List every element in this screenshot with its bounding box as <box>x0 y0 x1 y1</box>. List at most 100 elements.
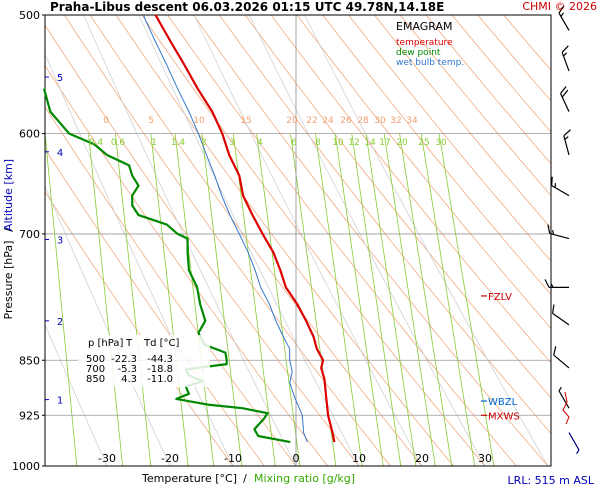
wind-barb-half <box>576 449 580 454</box>
mixing-ratio-line <box>150 133 189 466</box>
temperature-tick-label: 10 <box>352 452 366 465</box>
y-axis-label-pressure: Pressure [hPa] <box>2 241 15 320</box>
dry-adiabat-line <box>45 106 297 466</box>
wind-barb <box>552 304 570 326</box>
dry-adiabat-line <box>348 15 551 262</box>
wind-barb <box>560 86 570 112</box>
wind-barb-staff <box>561 52 570 72</box>
wind-barb <box>563 129 571 156</box>
mixing-ratio-label: 4 <box>257 138 263 148</box>
dry-adiabat-line <box>399 15 551 197</box>
dry-adiabat-label: 26 <box>340 116 352 126</box>
mixing-ratio-line <box>351 133 402 466</box>
wind-barb <box>558 5 570 31</box>
altitude-tick-label: 2 <box>57 317 63 328</box>
data-table-background <box>78 335 210 387</box>
dry-adiabat-line <box>244 15 551 399</box>
dew-point-line <box>42 88 291 444</box>
temperature-tick-label: 20 <box>415 452 429 465</box>
mixing-ratio-line <box>88 133 123 466</box>
wind-barb-staff <box>552 312 570 326</box>
wind-barb-flag <box>553 346 557 356</box>
wind-barb <box>547 224 570 240</box>
temperature-tick-label: 30 <box>478 452 492 465</box>
dry-adiabat-line <box>270 15 551 364</box>
grid-layer <box>45 15 551 466</box>
wind-barb-staff <box>558 12 570 31</box>
dry-adiabat-line <box>218 15 551 434</box>
dry-adiabat-line <box>89 15 423 466</box>
temperature-tick-label: 0 <box>293 452 300 465</box>
y-axis-label: Pressure [hPa] / Altitude [km] <box>2 159 15 320</box>
text-layer: Praha-Libus descent 06.03.2026 01:15 UTC… <box>2 0 597 487</box>
wind-barb-staff <box>553 354 570 369</box>
pressure-tick-label: 1000 <box>12 460 40 473</box>
dry-adiabat-label: 22 <box>306 116 317 126</box>
mixing-ratio-label: 20 <box>396 138 408 148</box>
wind-barb-flag <box>551 176 553 186</box>
dry-adiabat-label: 34 <box>406 116 418 126</box>
lrl-label: LRL: 515 m ASL <box>508 474 595 487</box>
temperature-line <box>154 14 336 443</box>
mixing-ratio-line <box>399 133 453 466</box>
moist-adiabat-line <box>45 323 108 466</box>
dry-adiabat-line <box>63 15 391 466</box>
level-marker-label: WBZL <box>488 397 518 408</box>
table-cell: 850 <box>86 374 105 385</box>
mixing-ratio-label: 0.6 <box>111 138 126 148</box>
dry-adiabat-label: 10 <box>193 116 205 126</box>
mixing-ratio-line <box>365 133 417 466</box>
data-table: p [hPa] T Td [°C] 500 -22.3 -44.3 700 -5… <box>78 335 210 387</box>
legend-dew-point: dew point <box>396 48 441 58</box>
table-cell: 4.3 <box>121 374 137 385</box>
mixing-ratio-label: 30 <box>435 138 447 148</box>
wind-barb <box>568 432 580 454</box>
mixing-ratio-label: 2 <box>201 138 207 148</box>
table-cell: -5.3 <box>117 364 137 375</box>
level-marker-label: MXWS <box>488 411 520 422</box>
pressure-tick-label: 500 <box>19 9 40 22</box>
x-axis-label-temperature: Temperature [°C] <box>141 472 237 485</box>
table-header-td: Td [°C] <box>143 338 180 349</box>
frame-layer <box>44 14 552 467</box>
mixing-ratio-label: 10 <box>332 138 344 148</box>
altitude-tick-label: 3 <box>57 235 63 246</box>
wind-barb-column <box>544 5 580 454</box>
dry-adiabat-line <box>45 24 360 466</box>
moist-adiabat-line <box>45 185 171 466</box>
mixing-ratio-label: 6 <box>291 138 297 148</box>
surface-wind-trace <box>562 391 570 425</box>
mixing-ratio-line <box>315 133 363 466</box>
moist-adiabat-line <box>138 15 360 466</box>
wind-barb-flag <box>560 86 567 94</box>
legend-temperature: temperature <box>396 38 453 48</box>
dry-adiabat-line <box>425 15 551 165</box>
series-layer <box>42 5 580 454</box>
dry-adiabat-line <box>374 15 551 229</box>
mixing-ratio-label: 14 <box>364 138 376 148</box>
wind-barb-flag <box>552 304 555 314</box>
dry-adiabat-line <box>451 15 551 133</box>
wind-barb <box>558 386 570 409</box>
dry-adiabat-line <box>141 15 486 466</box>
wind-barb-half <box>560 12 564 17</box>
temperature-tick-label: -10 <box>224 452 242 465</box>
mixing-ratio-label: 8 <box>315 138 321 148</box>
plot-frame <box>44 14 552 467</box>
mixing-ratio-line <box>201 133 243 466</box>
wind-barb-flag <box>561 45 569 53</box>
wind-barb-half <box>563 52 568 57</box>
wind-barb <box>561 45 570 72</box>
temperature-tick-label: -30 <box>98 452 116 465</box>
wind-barb-flag <box>547 224 551 234</box>
table-cell: 500 <box>86 354 105 365</box>
mixing-ratio-line <box>383 133 436 466</box>
moist-adiabat-line <box>304 15 549 466</box>
wind-barb-staff <box>558 390 570 409</box>
dry-adiabat-line <box>322 15 551 296</box>
wind-barb-staff <box>551 185 570 197</box>
dry-adiabat-label: 15 <box>240 116 251 126</box>
wind-barb-half <box>558 386 562 392</box>
dry-adiabat-line <box>477 15 551 102</box>
